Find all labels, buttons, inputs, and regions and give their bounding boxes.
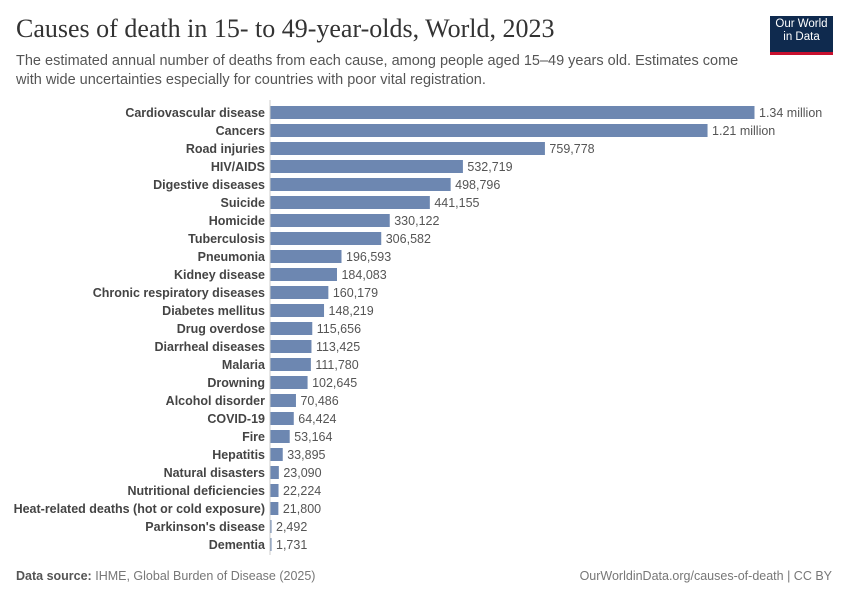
value-label: 70,486 [300, 394, 338, 408]
bar[interactable] [270, 412, 294, 425]
value-label: 23,090 [283, 466, 321, 480]
bar[interactable] [270, 430, 290, 443]
bar[interactable] [270, 268, 337, 281]
category-label: Homicide [209, 214, 265, 228]
bar[interactable] [270, 286, 329, 299]
bar[interactable] [270, 466, 279, 479]
category-label: Hepatitis [212, 448, 265, 462]
value-label: 759,778 [549, 142, 594, 156]
bar[interactable] [270, 304, 325, 317]
category-label: Tuberculosis [188, 232, 265, 246]
value-label: 160,179 [333, 286, 378, 300]
bar[interactable] [270, 502, 279, 515]
bar[interactable] [270, 448, 283, 461]
category-label: HIV/AIDS [211, 160, 265, 174]
value-label: 22,224 [283, 484, 321, 498]
bar[interactable] [270, 538, 272, 551]
chart-url[interactable]: OurWorldinData.org/causes-of-death | CC … [579, 569, 832, 583]
value-label: 306,582 [386, 232, 431, 246]
bar[interactable] [270, 106, 755, 119]
category-label: Cardiovascular disease [125, 106, 265, 120]
category-label: Cancers [216, 124, 265, 138]
value-label: 441,155 [434, 196, 479, 210]
bar[interactable] [270, 250, 342, 263]
category-label: COVID-19 [207, 412, 265, 426]
category-label: Pneumonia [198, 250, 266, 264]
category-label: Nutritional deficiencies [127, 484, 265, 498]
category-label: Malaria [222, 358, 266, 372]
category-label: Heat-related deaths (hot or cold exposur… [14, 502, 265, 516]
bar[interactable] [270, 376, 308, 389]
value-label: 53,164 [294, 430, 332, 444]
value-label: 330,122 [394, 214, 439, 228]
bar[interactable] [270, 394, 296, 407]
category-label: Road injuries [186, 142, 265, 156]
value-label: 498,796 [455, 178, 500, 192]
bar[interactable] [270, 322, 313, 335]
bar[interactable] [270, 178, 451, 191]
value-label: 196,593 [346, 250, 391, 264]
value-label: 64,424 [298, 412, 336, 426]
value-label: 102,645 [312, 376, 357, 390]
source-link[interactable]: IHME, Global Burden of Disease (2025) [95, 569, 316, 583]
owid-logo[interactable]: Our World in Data [770, 16, 833, 55]
category-label: Drowning [207, 376, 265, 390]
value-label: 113,425 [316, 340, 360, 354]
bar[interactable] [270, 520, 272, 533]
value-label: 111,780 [315, 358, 358, 372]
bar[interactable] [270, 160, 463, 173]
bar[interactable] [270, 484, 279, 497]
bar[interactable] [270, 340, 312, 353]
category-label: Chronic respiratory diseases [93, 286, 265, 300]
value-label: 184,083 [341, 268, 386, 282]
bar[interactable] [270, 196, 430, 209]
bar-chart: Cardiovascular disease 1.34 million Cancer… [14, 100, 822, 555]
category-label: Parkinson's disease [145, 520, 265, 534]
bar[interactable] [270, 142, 545, 155]
bar[interactable] [270, 124, 708, 137]
chart-title: Causes of death in 15- to 49-year-olds, … [16, 14, 555, 43]
category-label: Fire [242, 430, 265, 444]
value-label: 532,719 [467, 160, 512, 174]
category-label: Alcohol disorder [166, 394, 265, 408]
category-label: Drug overdose [177, 322, 265, 336]
data-source: Data source: IHME, Global Burden of Dise… [16, 569, 316, 583]
value-label: 2,492 [276, 520, 307, 534]
value-label: 33,895 [287, 448, 325, 462]
bar[interactable] [270, 232, 382, 245]
bar[interactable] [270, 214, 390, 227]
category-label: Natural disasters [164, 466, 265, 480]
value-label: 1,731 [276, 538, 307, 552]
category-label: Suicide [221, 196, 266, 210]
value-label: 115,656 [317, 322, 361, 336]
value-label: 1.34 million [759, 106, 822, 120]
category-label: Digestive diseases [153, 178, 265, 192]
bar[interactable] [270, 358, 311, 371]
chart-subtitle: The estimated annual number of deaths fr… [16, 53, 739, 88]
category-label: Kidney disease [174, 268, 265, 282]
category-label: Dementia [209, 538, 266, 552]
category-label: Diabetes mellitus [162, 304, 265, 318]
category-label: Diarrheal diseases [155, 340, 266, 354]
value-label: 21,800 [283, 502, 321, 516]
value-label: 148,219 [329, 304, 374, 318]
value-label: 1.21 million [712, 124, 775, 138]
